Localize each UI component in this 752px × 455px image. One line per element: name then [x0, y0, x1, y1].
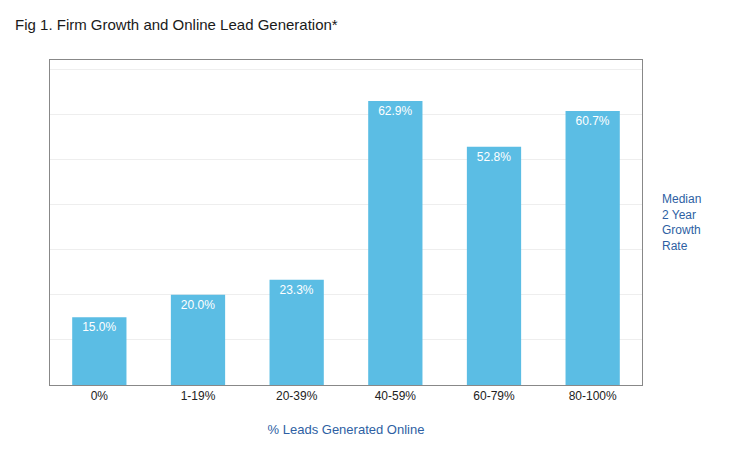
- svg-text:Fig 1. Firm Growth and Online: Fig 1. Firm Growth and Online Lead Gener…: [15, 16, 338, 33]
- svg-text:52.8%: 52.8%: [477, 150, 511, 164]
- svg-text:80-100%: 80-100%: [569, 389, 617, 403]
- svg-text:Median2 YearGrowthRate: Median2 YearGrowthRate: [662, 192, 701, 253]
- svg-text:0%: 0%: [91, 389, 109, 403]
- svg-text:40-59%: 40-59%: [375, 389, 417, 403]
- svg-text:15.0%: 15.0%: [82, 320, 116, 334]
- svg-text:1-19%: 1-19%: [181, 389, 216, 403]
- svg-text:60.7%: 60.7%: [575, 114, 609, 128]
- svg-text:62.9%: 62.9%: [378, 104, 412, 118]
- svg-text:23.3%: 23.3%: [279, 283, 313, 297]
- svg-text:60-79%: 60-79%: [473, 389, 515, 403]
- svg-text:% Leads Generated Online: % Leads Generated Online: [268, 422, 425, 437]
- svg-text:20.0%: 20.0%: [181, 298, 215, 312]
- svg-text:20-39%: 20-39%: [276, 389, 318, 403]
